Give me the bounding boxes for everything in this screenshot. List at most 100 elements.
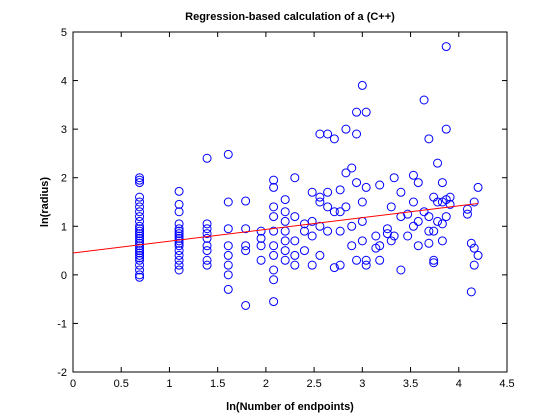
data-point (347, 241, 357, 251)
data-point (135, 224, 145, 234)
data-point (135, 248, 145, 258)
y-tick-label: 5 (61, 27, 67, 39)
data-point (135, 255, 145, 265)
data-point (329, 263, 339, 273)
data-point (361, 260, 371, 270)
data-point (375, 255, 385, 265)
data-point (280, 195, 290, 205)
data-point (202, 224, 212, 234)
data-point (352, 129, 362, 139)
data-point (315, 197, 325, 207)
data-point (135, 238, 145, 248)
data-point (419, 95, 429, 105)
data-point (174, 238, 184, 248)
data-point (433, 158, 443, 168)
data-point (135, 175, 145, 185)
y-tick-label: -1 (57, 318, 67, 330)
data-point (135, 272, 145, 282)
data-point (361, 107, 371, 117)
data-point (335, 185, 345, 195)
data-point (135, 192, 145, 202)
data-point (357, 80, 367, 90)
data-point (135, 178, 145, 188)
data-point (135, 202, 145, 212)
y-tick-label: 3 (61, 124, 67, 136)
data-point (202, 229, 212, 239)
data-point (174, 241, 184, 251)
x-tick-label: 4 (456, 378, 462, 390)
x-tick-label: 2 (263, 378, 269, 390)
data-point (429, 258, 439, 268)
data-point (223, 260, 233, 270)
data-point (280, 216, 290, 226)
data-point (408, 197, 418, 207)
data-point (174, 265, 184, 275)
x-axis-label: ln(Number of endpoints) (226, 401, 354, 413)
data-point (135, 226, 145, 236)
data-point (290, 236, 300, 246)
data-point (315, 221, 325, 231)
data-point (469, 260, 479, 270)
data-point (290, 250, 300, 260)
data-point (341, 124, 351, 134)
data-point (241, 300, 251, 310)
data-point (202, 219, 212, 229)
y-axis-label: ln(radius) (39, 177, 51, 227)
data-point (352, 178, 362, 188)
data-point (323, 202, 333, 212)
data-point (174, 226, 184, 236)
data-point (437, 236, 447, 246)
data-point (335, 260, 345, 270)
y-tick-label: 1 (61, 221, 67, 233)
data-point (135, 207, 145, 217)
x-tick-label: 3.5 (403, 378, 418, 390)
data-point (323, 129, 333, 139)
data-point (256, 226, 266, 236)
data-point (437, 219, 447, 229)
data-point (269, 250, 279, 260)
data-point (174, 255, 184, 265)
x-tick-label: 0 (70, 378, 76, 390)
data-point (361, 255, 371, 265)
data-point (424, 226, 434, 236)
x-tick-label: 3 (359, 378, 365, 390)
data-point (135, 233, 145, 243)
data-point (223, 284, 233, 294)
y-tick-label: 2 (61, 173, 67, 185)
data-point (241, 196, 251, 206)
data-point (473, 182, 483, 192)
data-point (323, 187, 333, 197)
data-point (135, 229, 145, 239)
data-point (223, 149, 233, 159)
data-point (174, 260, 184, 270)
data-point (202, 246, 212, 256)
data-point (466, 287, 476, 297)
data-point (396, 187, 406, 197)
data-point (135, 260, 145, 270)
data-point (202, 241, 212, 251)
data-point (429, 226, 439, 236)
data-point (413, 216, 423, 226)
data-point (290, 212, 300, 222)
data-point (135, 216, 145, 226)
data-point (307, 187, 317, 197)
data-point (441, 124, 451, 134)
y-tick-label: 0 (61, 270, 67, 282)
data-point (445, 192, 455, 202)
data-point (174, 250, 184, 260)
y-tick-label: -2 (57, 367, 67, 379)
data-point (371, 231, 381, 241)
data-point (307, 231, 317, 241)
data-point (223, 270, 233, 280)
data-point (202, 233, 212, 243)
data-point (389, 173, 399, 183)
data-point (352, 107, 362, 117)
data-point (269, 297, 279, 307)
data-point (269, 275, 279, 285)
data-point (241, 224, 251, 234)
data-point (280, 246, 290, 256)
data-point (135, 197, 145, 207)
data-point (202, 153, 212, 163)
data-point (315, 250, 325, 260)
